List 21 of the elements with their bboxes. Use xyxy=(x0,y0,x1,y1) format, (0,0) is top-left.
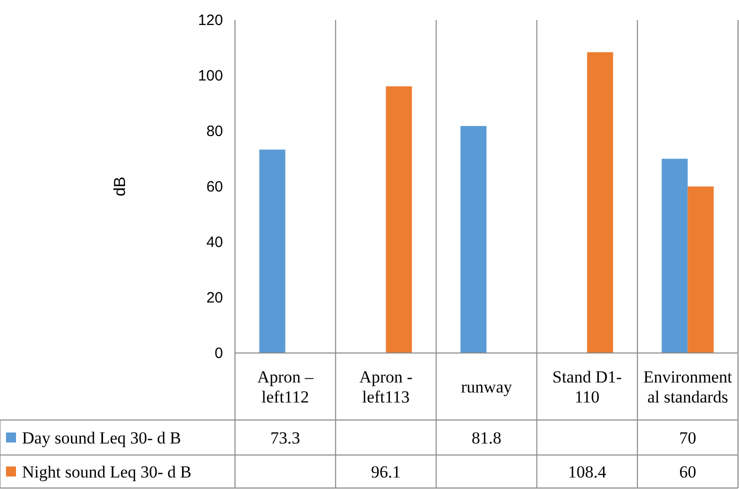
y-tick-label: 40 xyxy=(206,234,223,251)
x-tick-label: Stand D1-110 xyxy=(552,368,622,406)
y-axis-title: dB xyxy=(112,176,129,196)
x-tick-label: Environmental standards xyxy=(643,368,732,406)
y-tick-label: 20 xyxy=(206,289,223,306)
y-tick-label: 80 xyxy=(206,122,223,140)
y-tick-label: 60 xyxy=(206,178,223,196)
data-label: 73.3 xyxy=(270,428,300,448)
y-tick-label: 0 xyxy=(214,344,223,362)
legend-label: Night sound Leq 30- d B xyxy=(22,462,192,482)
data-label: 60 xyxy=(679,462,696,482)
y-tick-label: 100 xyxy=(198,67,223,84)
x-tick-label: runway xyxy=(461,378,512,396)
data-label: 81.8 xyxy=(472,428,502,448)
y-tick-label: 120 xyxy=(198,12,223,29)
data-label: 108.4 xyxy=(568,462,607,482)
data-label: 96.1 xyxy=(371,462,401,482)
legend-label: Day sound Leq 30- d B xyxy=(22,428,182,448)
data-label: 70 xyxy=(679,428,696,448)
x-tick-label: Apron - left113 xyxy=(359,368,413,406)
x-tick-label: Apron – left112 xyxy=(257,368,314,406)
